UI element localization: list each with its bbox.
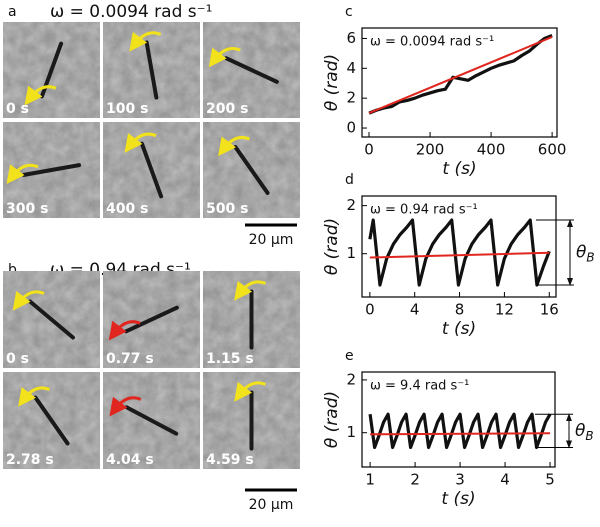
plot-frame <box>361 195 557 298</box>
y-tick-label: 0 <box>346 119 356 137</box>
rod <box>144 40 159 100</box>
data-line <box>370 432 551 436</box>
y-tick-label: 2 <box>346 196 356 214</box>
rotation-arrow <box>124 132 157 153</box>
x-tick-label: 5 <box>545 471 555 489</box>
scale-bar-label: 20 µm <box>249 232 294 248</box>
x-axis-label: t (s) <box>442 319 476 339</box>
rod <box>224 56 279 84</box>
scale-bar-label: 20 µm <box>249 497 294 513</box>
y-tick-label: 2 <box>346 370 356 388</box>
y-axis-label: θ (rad) <box>322 218 342 275</box>
x-tick-label: 0 <box>364 141 374 159</box>
rod <box>33 395 70 446</box>
bracket-symbol: θ <box>575 421 586 441</box>
time-label: 100 s <box>106 101 148 117</box>
annotation: ω = 0.0094 rad s⁻¹ <box>370 35 494 50</box>
panel-label: a <box>8 4 17 20</box>
rotation-arrow <box>6 163 39 185</box>
rod <box>28 299 75 340</box>
x-tick-label: 3 <box>455 471 465 489</box>
panel-label: c <box>345 4 353 20</box>
time-label: 0 s <box>6 351 29 367</box>
x-tick-label: 16 <box>540 301 559 319</box>
y-axis-label: θ (rad) <box>322 54 342 111</box>
panel-label: e <box>345 348 354 364</box>
panel-label: b <box>8 262 17 278</box>
panel-label: d <box>345 172 354 188</box>
time-label: 2.78 s <box>6 452 54 468</box>
bracket-label: θB <box>576 243 595 265</box>
y-axis-label: θ (rad) <box>322 391 342 448</box>
x-tick-label: 200 <box>416 141 445 159</box>
x-tick-label: 8 <box>455 301 465 319</box>
x-tick-label: 1 <box>365 471 375 489</box>
y-tick-label: 2 <box>346 89 356 107</box>
y-tick-label: 1 <box>346 244 356 262</box>
bracket-label: θB <box>575 421 594 443</box>
bracket-symbol: θ <box>576 243 587 263</box>
rotation-arrow <box>109 396 142 417</box>
rotation-arrow <box>108 320 141 341</box>
time-label: 0.77 s <box>106 351 154 367</box>
y-tick-label: 4 <box>346 59 356 77</box>
bracket-subscript: B <box>586 250 594 264</box>
time-label: 300 s <box>6 201 48 217</box>
rod <box>139 141 164 199</box>
x-tick-label: 0 <box>365 301 375 319</box>
time-label: 500 s <box>206 201 248 217</box>
rotation-arrow <box>208 47 241 68</box>
time-label: 1.15 s <box>206 351 254 367</box>
rotation-arrow <box>129 31 162 52</box>
x-tick-label: 4 <box>500 471 510 489</box>
data-line <box>368 412 552 450</box>
time-label: 200 s <box>206 101 248 117</box>
x-tick-label: 400 <box>477 141 506 159</box>
data-line <box>368 36 553 115</box>
time-label: 4.04 s <box>106 452 154 468</box>
plot-frame <box>361 371 556 468</box>
rod <box>124 305 179 334</box>
x-tick-label: 12 <box>495 301 514 319</box>
data-line <box>368 33 553 115</box>
rod <box>124 405 179 436</box>
rotation-arrow <box>18 386 51 407</box>
rotation-arrow <box>24 85 57 106</box>
rotation-arrow <box>218 135 251 157</box>
annotation: ω = 9.4 rad s⁻¹ <box>370 379 469 394</box>
x-axis-label: t (s) <box>442 159 476 179</box>
x-tick-label: 600 <box>538 141 567 159</box>
plot-frame <box>361 27 558 138</box>
y-tick-label: 1 <box>346 423 356 441</box>
rotation-arrow <box>234 280 267 301</box>
rod <box>21 163 82 177</box>
rotation-arrow <box>234 381 267 402</box>
data-line <box>369 251 550 259</box>
x-tick-label: 4 <box>410 301 420 319</box>
y-tick-label: 6 <box>346 29 356 47</box>
time-label: 0 s <box>6 101 29 117</box>
panel-title: ω = 0.0094 rad s⁻¹ <box>50 2 212 22</box>
x-tick-label: 2 <box>410 471 420 489</box>
bracket-subscript: B <box>585 428 593 442</box>
rod <box>233 145 270 195</box>
time-label: 4.59 s <box>206 452 254 468</box>
x-axis-label: t (s) <box>441 489 475 509</box>
rotation-arrow <box>12 290 45 311</box>
data-line <box>368 218 551 287</box>
annotation: ω = 0.94 rad s⁻¹ <box>370 203 478 218</box>
time-label: 400 s <box>106 201 148 217</box>
